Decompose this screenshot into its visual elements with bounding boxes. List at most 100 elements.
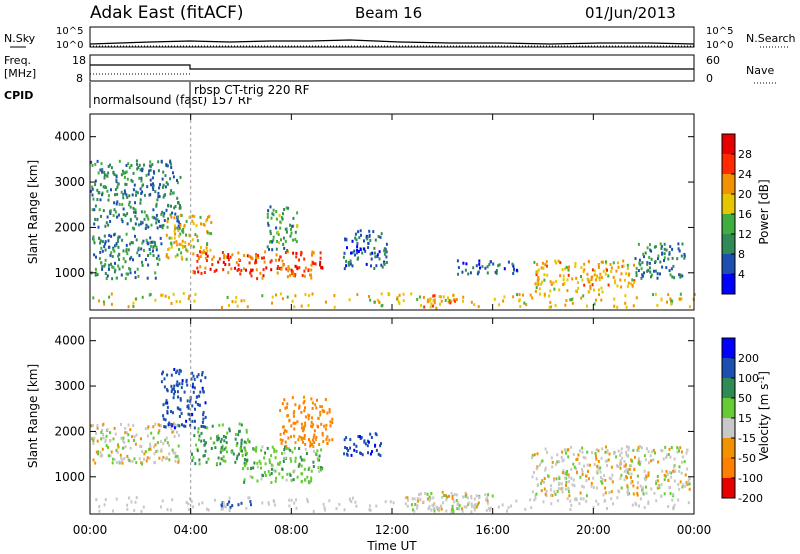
data-cell-3-119 <box>246 467 249 471</box>
ground-scatter-cell-121 <box>300 304 303 308</box>
data-cell-8-11 <box>507 260 510 264</box>
data-cell-7-96 <box>575 467 578 471</box>
data-cell-5-16 <box>284 239 287 243</box>
ground-scatter-cell-50 <box>419 497 422 501</box>
data-cell-3-100 <box>289 473 292 477</box>
power-heatmap <box>90 114 696 310</box>
data-cell-3-22 <box>286 472 289 476</box>
data-cell-6-50 <box>357 230 360 234</box>
data-cell-1-105 <box>160 380 163 384</box>
data-cell-4-19 <box>246 254 249 258</box>
data-cell-1-114 <box>152 249 154 253</box>
ground-scatter-cell-144 <box>246 305 249 309</box>
data-cell-5-48 <box>271 240 274 244</box>
data-cell-0-14 <box>176 178 178 182</box>
data-cell-4-14 <box>259 271 262 275</box>
data-cell-6-32 <box>418 493 421 497</box>
data-cell-8-19 <box>495 271 498 275</box>
data-cell-0-144 <box>147 217 150 221</box>
ground-scatter-cell-154 <box>368 295 370 298</box>
ground-scatter-cell-141 <box>288 504 291 508</box>
ground-scatter-cell-78 <box>397 300 400 304</box>
data-cell-0-140 <box>92 442 95 445</box>
ground-scatter-cell-68 <box>323 506 326 510</box>
data-cell-1-77 <box>201 386 204 390</box>
data-cell-0-128 <box>170 162 172 166</box>
ground-scatter-cell-17 <box>501 503 504 507</box>
data-cell-8-8 <box>229 505 232 509</box>
data-cell-0-179 <box>122 213 125 217</box>
data-cell-4-76 <box>300 410 303 414</box>
data-cell-0-15 <box>162 223 165 227</box>
data-cell-2-88 <box>182 230 185 234</box>
data-cell-4-74 <box>331 438 334 442</box>
data-cell-1-141 <box>134 276 137 280</box>
colorbar-segment-6 <box>722 458 735 479</box>
data-cell-2-46 <box>239 449 242 453</box>
ground-scatter-cell-94 <box>201 501 204 505</box>
colorbar-tick-label-7: -200 <box>738 492 763 505</box>
colorbar-tick-label-3: 16 <box>738 208 752 221</box>
data-cell-7-111 <box>597 449 600 453</box>
data-cell-4-110 <box>284 440 287 444</box>
data-cell-0-45 <box>127 439 130 443</box>
data-cell-9-51 <box>598 278 601 282</box>
ground-scatter-cell-22 <box>493 297 496 301</box>
data-cell-0-148 <box>125 183 128 186</box>
data-cell-7-128 <box>637 457 640 461</box>
data-cell-0-43 <box>119 453 122 457</box>
data-cell-5-41 <box>270 240 272 243</box>
data-cell-8-16 <box>478 262 481 266</box>
data-cell-1-94 <box>161 372 164 376</box>
data-cell-0-258 <box>113 208 116 212</box>
data-cell-8-5 <box>228 500 231 504</box>
data-cell-1-2 <box>204 401 207 405</box>
data-cell-1-92 <box>172 396 175 400</box>
data-cell-0-138 <box>154 443 157 447</box>
data-cell-6-80 <box>385 249 387 253</box>
data-cell-2-57 <box>217 456 220 460</box>
data-cell-3-111 <box>320 468 323 471</box>
data-cell-6-22 <box>406 504 409 508</box>
ground-scatter-cell-127 <box>308 294 311 297</box>
data-cell-1-98 <box>108 263 110 267</box>
data-cell-1-103 <box>113 233 116 237</box>
data-cell-9-91 <box>601 290 604 294</box>
data-cell-5-35 <box>269 229 272 233</box>
ground-scatter-cell-1 <box>679 292 682 296</box>
ground-scatter-cell-110 <box>98 299 101 303</box>
data-cell-0-256 <box>155 202 158 206</box>
data-cell-1-12 <box>149 252 152 255</box>
data-cell-4-106 <box>302 401 305 405</box>
data-cell-7-8 <box>433 298 436 302</box>
ground-scatter-cell-28 <box>304 293 307 296</box>
noise-panel: N.Sky 10^5 10^0 10^5 10^0 N.Search <box>4 26 796 51</box>
data-cell-0-131 <box>177 444 180 448</box>
data-cell-0-114 <box>177 460 180 464</box>
data-cell-9-107 <box>549 289 552 293</box>
data-cell-2-10 <box>204 449 207 453</box>
data-cell-0-78 <box>167 424 170 428</box>
data-cell-0-38 <box>140 445 143 448</box>
data-cell-4-90 <box>261 256 263 260</box>
colorbar-tick-label-5: -50 <box>738 452 756 465</box>
data-cell-7-291 <box>557 482 560 486</box>
data-cell-9-80 <box>633 279 636 283</box>
data-cell-5-52 <box>271 212 274 216</box>
data-cell-7-45 <box>669 455 672 459</box>
data-cell-10-39 <box>634 257 637 260</box>
data-cell-0-121 <box>96 426 99 430</box>
ground-scatter-cell-26 <box>595 499 598 503</box>
data-cell-7-308 <box>556 489 559 493</box>
data-cell-10-6 <box>683 252 686 256</box>
data-cell-3-3 <box>303 467 306 471</box>
data-cell-6-10 <box>376 255 379 258</box>
ground-scatter-cell-158 <box>188 294 191 298</box>
data-cell-6-57 <box>438 506 440 510</box>
data-cell-4-78 <box>270 259 273 263</box>
data-cell-9-144 <box>610 269 613 273</box>
data-cell-7-78 <box>577 453 580 457</box>
data-cell-0-29 <box>178 227 181 230</box>
data-cell-1-76 <box>179 398 182 402</box>
data-cell-1-106 <box>170 423 173 426</box>
